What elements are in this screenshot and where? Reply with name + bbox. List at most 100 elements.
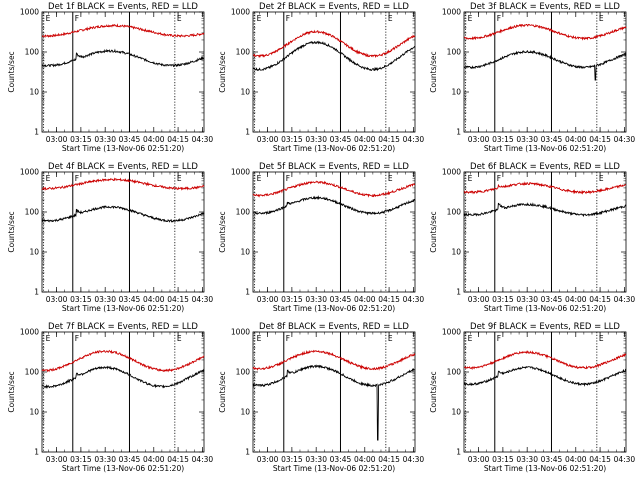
y-tick-label: 100 xyxy=(236,48,251,57)
panel-3: Det 3f BLACK = Events, RED = LLD 1 10 100 10… xyxy=(429,2,635,153)
x-tick-label: 04:00 xyxy=(354,135,376,144)
event-marker-label: F xyxy=(497,334,501,343)
event-marker-label: E xyxy=(257,174,262,183)
event-marker-label: F xyxy=(497,174,501,183)
y-tick-label: 100 xyxy=(447,368,462,377)
y-axis-label: Counts/sec xyxy=(218,211,227,252)
y-tick-label: 10 xyxy=(451,248,461,257)
y-axis-label: Counts/sec xyxy=(429,51,438,92)
x-tick-label: 03:00 xyxy=(468,295,490,304)
x-tick-label: 03:00 xyxy=(46,295,68,304)
y-axis-label: Counts/sec xyxy=(7,51,16,92)
x-axis-label: Start Time (13-Nov-06 02:51:20) xyxy=(62,464,184,473)
event-marker-label: F xyxy=(75,334,79,343)
y-tick-label: 100 xyxy=(25,48,40,57)
event-marker-label: E xyxy=(388,334,393,343)
x-tick-label: 04:15 xyxy=(378,135,400,144)
x-tick-label: 04:30 xyxy=(403,295,425,304)
event-marker-label: E xyxy=(257,334,262,343)
panel-title: Det 6f BLACK = Events, RED = LLD xyxy=(470,162,620,172)
event-marker-label: E xyxy=(257,14,262,23)
x-tick-label: 03:15 xyxy=(492,455,514,464)
x-tick-label: 03:45 xyxy=(119,295,141,304)
y-tick-label: 100 xyxy=(447,48,462,57)
y-tick-label: 10 xyxy=(451,408,461,417)
y-tick-label: 1 xyxy=(456,448,461,457)
panel-title: Det 7f BLACK = Events, RED = LLD xyxy=(48,322,198,332)
panel-title: Det 9f BLACK = Events, RED = LLD xyxy=(470,322,620,332)
event-marker-label: F xyxy=(75,174,79,183)
event-marker-label: E xyxy=(388,174,393,183)
panel-8: Det 8f BLACK = Events, RED = LLD 1 10 100 10… xyxy=(218,322,424,473)
x-tick-label: 03:30 xyxy=(305,295,327,304)
x-tick-label: 03:15 xyxy=(281,135,303,144)
panel-title: Det 8f BLACK = Events, RED = LLD xyxy=(259,322,409,332)
x-tick-label: 03:15 xyxy=(70,135,92,144)
y-tick-label: 1000 xyxy=(20,8,39,17)
y-tick-label: 100 xyxy=(25,208,40,217)
panel-4: Det 4f BLACK = Events, RED = LLD 1 10 100 10… xyxy=(7,162,213,313)
event-marker-label: E xyxy=(388,14,393,23)
plot-frame xyxy=(463,331,627,453)
x-tick-label: 03:00 xyxy=(257,455,279,464)
y-axis-label: Counts/sec xyxy=(218,51,227,92)
x-tick-label: 04:15 xyxy=(589,135,611,144)
x-tick-label: 04:15 xyxy=(167,135,189,144)
event-marker-label: F xyxy=(286,334,290,343)
y-axis-label: Counts/sec xyxy=(7,371,16,412)
plot-frame xyxy=(41,171,205,293)
y-tick-label: 100 xyxy=(236,208,251,217)
y-tick-label: 1000 xyxy=(231,328,250,337)
x-tick-label: 04:30 xyxy=(403,455,425,464)
series-events-black xyxy=(41,205,205,223)
plot-frame xyxy=(252,331,416,453)
x-tick-label: 04:00 xyxy=(354,295,376,304)
x-tick-label: 03:45 xyxy=(119,455,141,464)
y-tick-label: 1000 xyxy=(231,168,250,177)
x-tick-label: 04:00 xyxy=(143,135,165,144)
x-tick-label: 04:00 xyxy=(565,455,587,464)
series-events-black xyxy=(41,365,205,389)
plot-frame xyxy=(41,331,205,453)
plot-frame xyxy=(463,11,627,133)
x-tick-label: 04:15 xyxy=(378,295,400,304)
x-tick-label: 04:00 xyxy=(565,135,587,144)
series-lld-red xyxy=(463,350,627,371)
y-tick-label: 100 xyxy=(25,368,40,377)
y-tick-label: 1 xyxy=(34,288,39,297)
y-tick-label: 1000 xyxy=(20,168,39,177)
x-tick-label: 04:30 xyxy=(403,135,425,144)
y-tick-label: 10 xyxy=(240,408,250,417)
event-marker-label: E xyxy=(177,174,182,183)
x-tick-label: 03:45 xyxy=(330,295,352,304)
x-tick-label: 03:00 xyxy=(46,455,68,464)
y-tick-label: 1 xyxy=(456,128,461,137)
x-tick-label: 04:30 xyxy=(192,135,214,144)
x-tick-label: 04:15 xyxy=(167,295,189,304)
plot-frame xyxy=(463,171,627,293)
y-tick-label: 100 xyxy=(236,368,251,377)
x-tick-label: 03:00 xyxy=(46,135,68,144)
event-marker-label: E xyxy=(599,334,604,343)
series-events-black xyxy=(252,195,416,216)
y-tick-label: 1000 xyxy=(442,8,461,17)
x-tick-label: 04:00 xyxy=(143,455,165,464)
panel-title: Det 1f BLACK = Events, RED = LLD xyxy=(48,2,198,12)
panel-7: Det 7f BLACK = Events, RED = LLD 1 10 100 10… xyxy=(7,322,213,473)
panel-5: Det 5f BLACK = Events, RED = LLD 1 10 100 10… xyxy=(218,162,424,313)
event-marker-label: E xyxy=(468,14,473,23)
x-tick-label: 04:30 xyxy=(192,295,214,304)
series-events-black xyxy=(252,364,416,441)
plot-frame xyxy=(252,171,416,293)
x-axis-label: Start Time (13-Nov-06 02:51:20) xyxy=(62,144,184,153)
y-tick-label: 1 xyxy=(245,128,250,137)
y-tick-label: 1 xyxy=(245,448,250,457)
series-lld-red xyxy=(463,181,627,195)
x-tick-label: 04:00 xyxy=(143,295,165,304)
y-tick-label: 1 xyxy=(456,288,461,297)
y-tick-label: 1 xyxy=(34,448,39,457)
plot-frame xyxy=(41,11,205,133)
panel-6: Det 6f BLACK = Events, RED = LLD 1 10 100 10… xyxy=(429,162,635,313)
event-marker-label: E xyxy=(468,174,473,183)
